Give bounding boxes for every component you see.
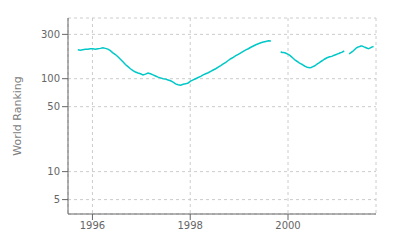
- svg-text:10: 10: [47, 166, 60, 177]
- svg-text:100: 100: [41, 73, 60, 84]
- svg-text:5: 5: [54, 194, 60, 205]
- svg-text:300: 300: [41, 29, 60, 40]
- svg-text:50: 50: [47, 101, 60, 112]
- svg-text:1996: 1996: [80, 220, 105, 231]
- svg-text:World Ranking: World Ranking: [11, 76, 24, 156]
- svg-text:2000: 2000: [275, 220, 300, 231]
- svg-text:1998: 1998: [177, 220, 202, 231]
